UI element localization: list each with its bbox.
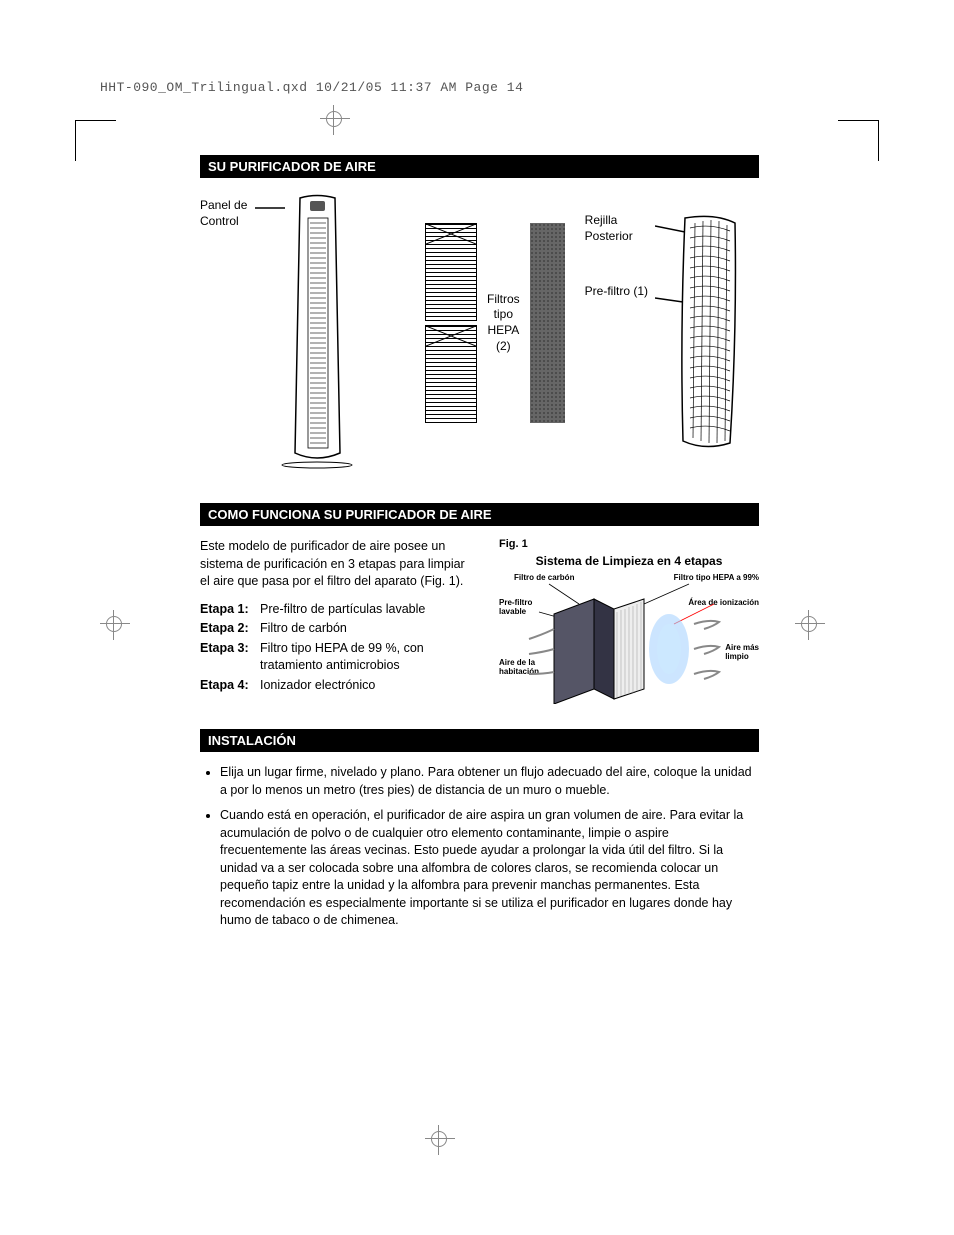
etapa-row: Etapa 2:Filtro de carbón	[200, 620, 469, 638]
rear-grille-illustration	[675, 213, 740, 453]
installation-bullets: Elija un lugar firme, nivelado y plano. …	[200, 764, 759, 930]
label-filtros: Filtros tipo HEPA (2)	[487, 292, 520, 354]
carbon-filter-illustration	[530, 223, 565, 423]
section3-title: INSTALACIÓN	[200, 729, 759, 752]
section2-title: COMO FUNCIONA SU PURIFICADOR DE AIRE	[200, 503, 759, 526]
fig-number: Fig. 1	[499, 538, 759, 550]
tower-illustration	[280, 193, 355, 473]
label-panel: Panel de Control	[200, 198, 260, 229]
hepa-filter-illustration	[425, 325, 477, 423]
etapa-row: Etapa 3:Filtro tipo HEPA de 99 %, con tr…	[200, 640, 469, 675]
section2-intro: Este modelo de purificador de aire posee…	[200, 538, 469, 591]
etapa-row: Etapa 1:Pre-filtro de partículas lavable	[200, 601, 469, 619]
print-header: HHT-090_OM_Trilingual.qxd 10/21/05 11:37…	[100, 80, 854, 95]
fig-diagram: Filtro de carbón Filtro tipo HEPA a 99% …	[499, 574, 759, 704]
etapa-row: Etapa 4:Ionizador electrónico	[200, 677, 469, 695]
bullet-item: Cuando está en operación, el purificador…	[220, 807, 759, 930]
label-prefiltro: Pre-filtro (1)	[585, 284, 655, 300]
fig-title: Sistema de Limpieza en 4 etapas	[499, 554, 759, 568]
hepa-filter-illustration	[425, 223, 477, 321]
product-diagram: Panel de Control	[200, 193, 759, 473]
label-rejilla: Rejilla Posterior	[585, 213, 655, 244]
bullet-item: Elija un lugar firme, nivelado y plano. …	[220, 764, 759, 799]
section1-title: SU PURIFICADOR DE AIRE	[200, 155, 759, 178]
